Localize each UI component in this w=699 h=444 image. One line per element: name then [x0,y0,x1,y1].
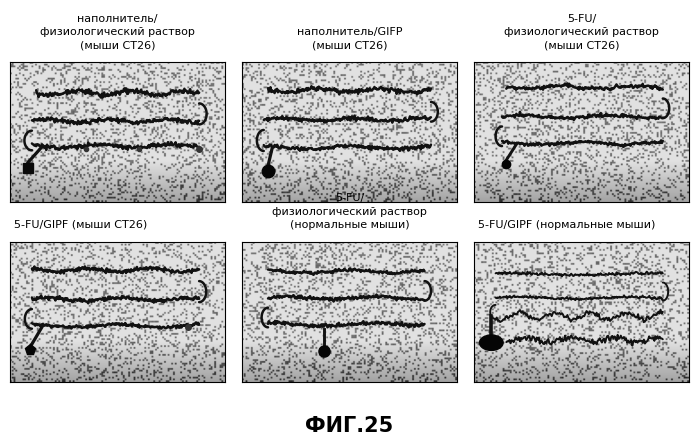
Text: наполнитель/: наполнитель/ [78,13,158,24]
Text: (мыши СТ26): (мыши СТ26) [544,40,619,50]
Circle shape [480,335,503,350]
Text: наполнитель/GIFP: наполнитель/GIFP [297,27,402,37]
Text: физиологический раствор: физиологический раствор [272,206,427,217]
Text: 5-FU/: 5-FU/ [567,13,596,24]
Text: (нормальные мыши): (нормальные мыши) [289,220,410,230]
Text: ФИГ.25: ФИГ.25 [305,416,394,436]
Text: физиологический раствор: физиологический раствор [41,27,195,37]
Text: 5-FU/GIPF (нормальные мыши): 5-FU/GIPF (нормальные мыши) [477,220,655,230]
Text: (мыши СТ26): (мыши СТ26) [312,40,387,50]
Text: физиологический раствор: физиологический раствор [504,27,658,37]
Text: 5-FU/GIPF (мыши СТ26): 5-FU/GIPF (мыши СТ26) [14,220,147,230]
Text: 5-FU/: 5-FU/ [335,193,364,203]
Text: (мыши СТ26): (мыши СТ26) [80,40,155,50]
